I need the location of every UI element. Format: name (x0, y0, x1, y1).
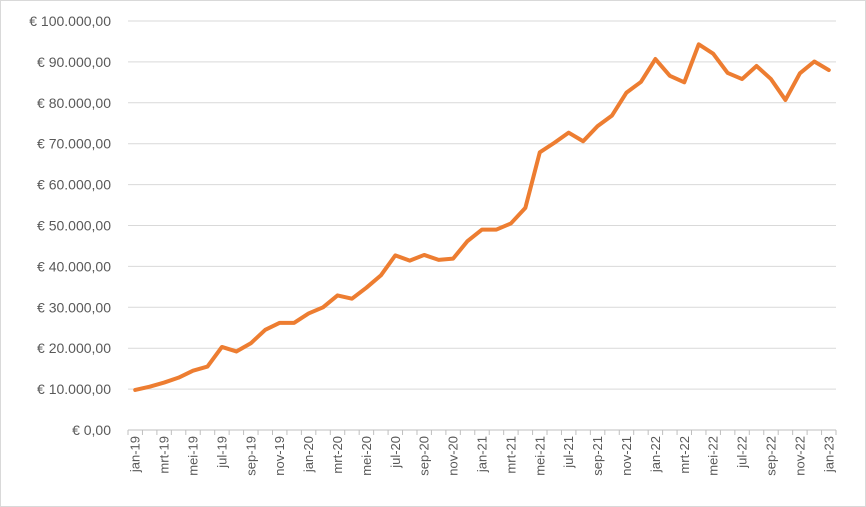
y-tick-label: € 90.000,00 (37, 54, 111, 70)
x-tick-label: jan-21 (475, 436, 490, 473)
y-tick-label: € 70.000,00 (37, 136, 111, 152)
x-tick-label: mei-20 (359, 436, 374, 476)
y-tick-label: € 40.000,00 (37, 258, 111, 274)
x-tick-label: mrt-20 (330, 436, 345, 474)
x-tick-label: mrt-19 (157, 436, 172, 474)
x-tick-label: nov-21 (619, 436, 634, 476)
x-tick-label: nov-20 (446, 436, 461, 476)
x-tick-label: mei-19 (186, 436, 201, 476)
x-tick-label: jan-22 (648, 436, 663, 473)
y-tick-label: € 50.000,00 (37, 218, 111, 234)
series-group (133, 42, 831, 392)
x-tick-label: jan-23 (821, 436, 836, 473)
x-tick-label: sep-19 (243, 436, 258, 476)
x-tick-label: jan-19 (128, 436, 143, 473)
x-tick-label: jul-22 (735, 436, 750, 469)
y-tick-label: € 0,00 (72, 422, 111, 438)
y-tick-label: € 100.000,00 (29, 13, 111, 29)
x-tick-label: mrt-21 (503, 436, 518, 474)
gridlines (128, 20, 836, 390)
y-tick-label: € 10.000,00 (37, 381, 111, 397)
x-tick-label: nov-22 (792, 436, 807, 476)
x-tick-label: jul-21 (561, 436, 576, 469)
x-tick-label: mei-21 (532, 436, 547, 476)
x-tick-label: mrt-22 (677, 436, 692, 474)
x-tick-label: mei-22 (706, 436, 721, 476)
y-tick-label: € 20.000,00 (37, 340, 111, 356)
x-tick-label: sep-20 (417, 436, 432, 476)
y-tick-label: € 60.000,00 (37, 177, 111, 193)
series-line (133, 42, 831, 392)
x-tick-label: jul-20 (388, 436, 403, 469)
y-axis-tick-labels: € 0,00 € 10.000,00 € 20.000,00 € 30.000,00 €… (29, 13, 111, 438)
x-tick-label: sep-21 (590, 436, 605, 476)
x-tick-label: jan-20 (301, 436, 316, 473)
x-tick-label: jul-19 (214, 436, 229, 469)
x-tick-label: sep-22 (763, 436, 778, 476)
x-tick-label: nov-19 (272, 436, 287, 476)
x-axis: jan-19 mrt-19 mei-19 jul-19 sep-19 nov-19 jan-… (127, 429, 837, 476)
y-tick-label: € 80.000,00 (37, 95, 111, 111)
y-tick-label: € 30.000,00 (37, 299, 111, 315)
